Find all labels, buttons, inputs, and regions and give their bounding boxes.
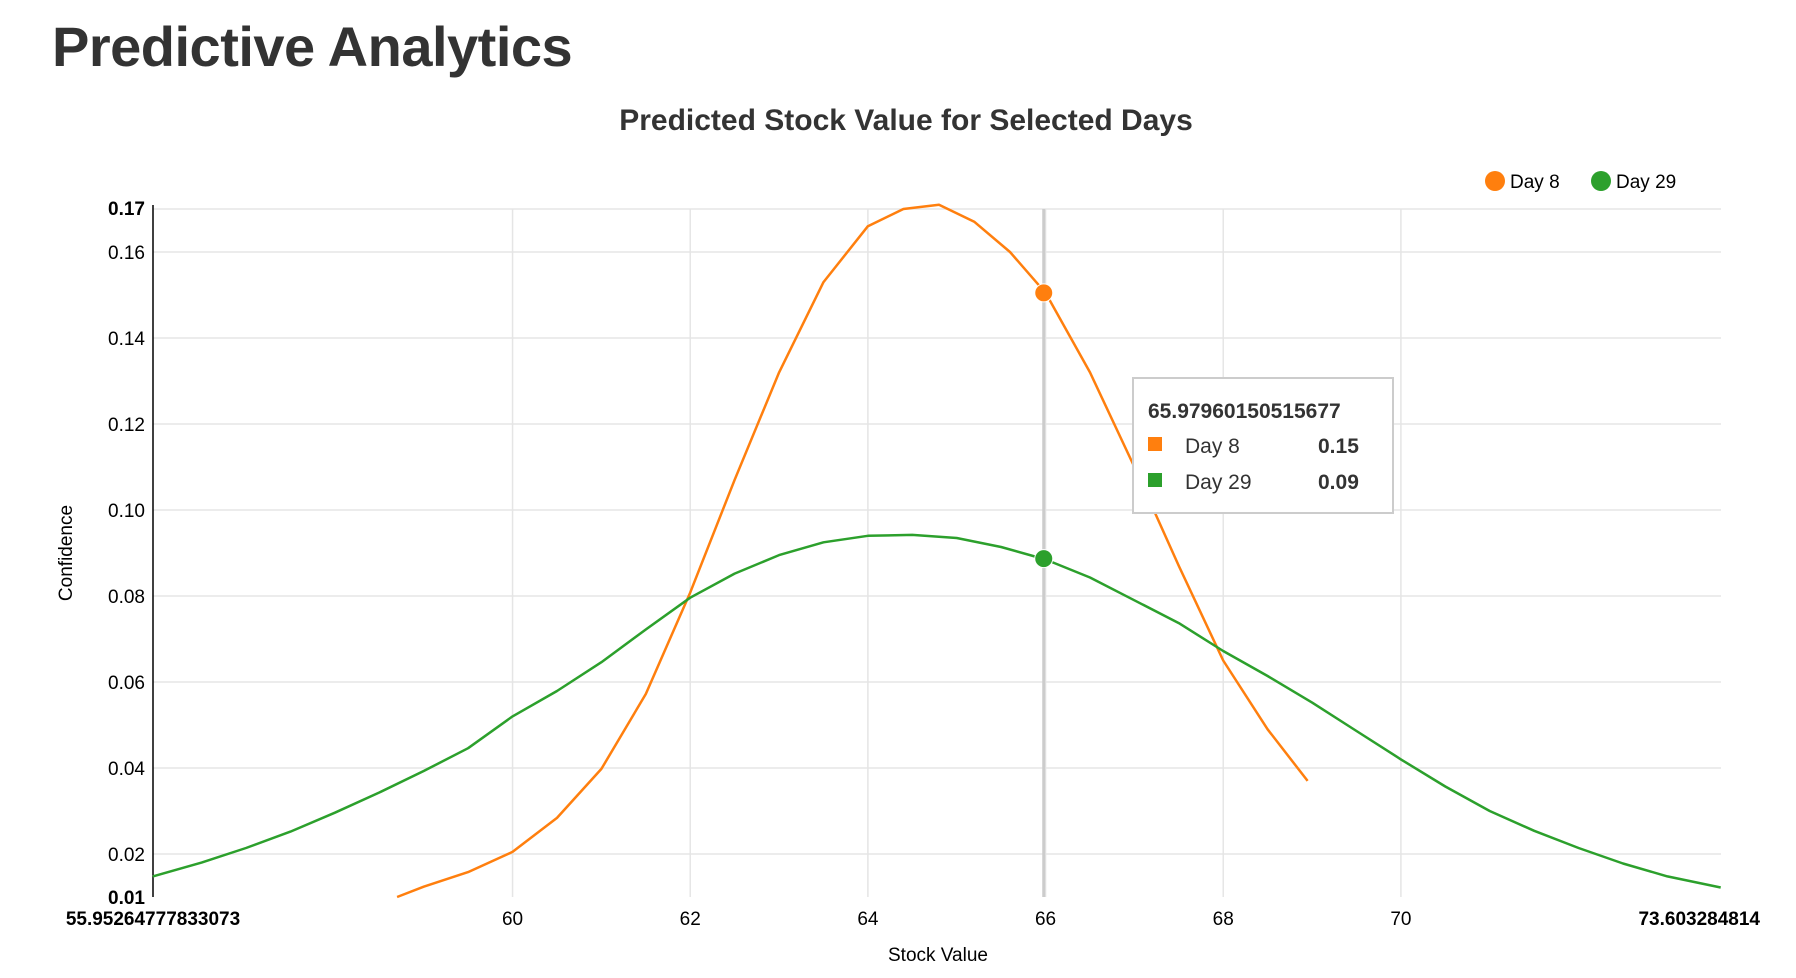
x-tick-label: 62 <box>680 909 701 930</box>
tooltip-box <box>1132 377 1394 514</box>
tooltip-series-label: Day 8 <box>1185 435 1240 458</box>
y-axis-title: Confidence <box>56 505 77 601</box>
series-layer <box>152 203 1721 899</box>
page-title: Predictive Analytics <box>52 15 573 78</box>
x-axis-title: Stock Value <box>888 945 988 966</box>
tooltip-series-label: Day 29 <box>1185 471 1252 494</box>
grid <box>153 208 1721 897</box>
legend-label: Day 29 <box>1616 172 1676 193</box>
series-line-day-29 <box>152 533 1721 889</box>
tooltip-swatch <box>1148 437 1162 451</box>
series-line-day-8 <box>396 203 1309 899</box>
legend-item-day-29: Day 29 <box>1591 171 1676 193</box>
tooltip-row: Day 8 0.15 <box>1148 435 1359 458</box>
x-tick-label: 70 <box>1390 909 1411 930</box>
hover-marker-day-29 <box>1034 549 1054 569</box>
chart-title: Predicted Stock Value for Selected Days <box>619 104 1193 137</box>
y-tick-label: 0.08 <box>108 587 145 608</box>
x-range-label-max: 73.603284814 <box>1638 909 1760 930</box>
tooltip-series-value: 0.15 <box>1318 435 1359 458</box>
axes: 0.02 0.04 0.06 0.08 0.10 0.12 0.14 0.16 0.17 0.01… <box>66 199 1761 930</box>
x-range-label-min: 55.95264777833073 <box>66 909 240 930</box>
legend-label: Day 8 <box>1510 172 1560 193</box>
y-tick-label: 0.12 <box>108 415 145 436</box>
y-tick-label: 0.16 <box>108 243 145 264</box>
x-tick-label: 60 <box>502 909 523 930</box>
x-tick-label: 68 <box>1213 909 1234 930</box>
hover-marker-day-8 <box>1034 283 1054 303</box>
tooltip-row: Day 29 0.09 <box>1148 471 1359 494</box>
y-tick-label: 0.02 <box>108 845 145 866</box>
x-tick-label: 66 <box>1035 909 1056 930</box>
tooltip-series-value: 0.09 <box>1318 471 1359 494</box>
y-tick-label: 0.04 <box>108 759 145 780</box>
legend-swatch <box>1485 171 1505 191</box>
tooltip: 65.97960150515677 Day 8 0.15 Day 29 0.09 <box>1132 377 1394 514</box>
y-range-label-max: 0.17 <box>108 199 145 220</box>
y-range-label-min: 0.01 <box>108 888 145 909</box>
tooltip-header: 65.97960150515677 <box>1148 400 1341 423</box>
y-tick-label: 0.06 <box>108 673 145 694</box>
y-tick-label: 0.14 <box>108 329 145 350</box>
legend-swatch <box>1591 171 1611 191</box>
y-tick-label: 0.10 <box>108 501 145 522</box>
legend: Day 8 Day 29 <box>1485 171 1676 193</box>
x-tick-label: 64 <box>857 909 879 930</box>
legend-item-day-8: Day 8 <box>1485 171 1560 193</box>
tooltip-swatch <box>1148 473 1162 487</box>
hover-layer <box>1034 209 1054 897</box>
